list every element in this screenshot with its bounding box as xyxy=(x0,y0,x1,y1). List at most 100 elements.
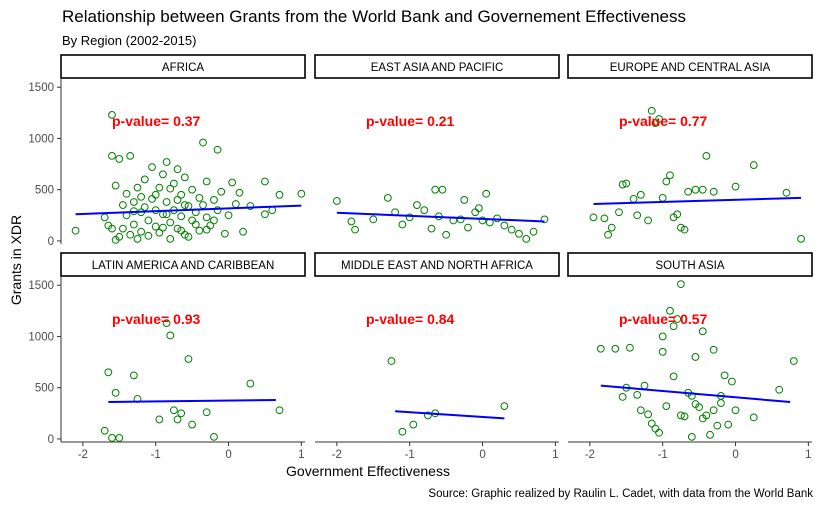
data-point xyxy=(169,179,178,188)
data-point xyxy=(405,213,414,222)
data-point xyxy=(464,223,472,232)
data-point xyxy=(387,357,396,365)
data-point xyxy=(636,190,645,199)
data-point xyxy=(180,173,189,182)
data-point xyxy=(413,201,421,209)
data-point xyxy=(680,225,689,234)
facet-strip-label: LATIN AMERICA AND CARIBBEAN xyxy=(92,260,275,272)
data-point xyxy=(133,183,142,192)
data-point xyxy=(148,163,156,172)
data-point xyxy=(297,189,306,198)
y-tick-label: 0 xyxy=(48,434,54,446)
data-point xyxy=(173,415,182,424)
data-point xyxy=(666,171,674,180)
data-point xyxy=(717,399,725,407)
data-point xyxy=(615,208,623,217)
data-point xyxy=(122,189,131,198)
data-point xyxy=(431,185,440,194)
data-point xyxy=(151,222,160,231)
data-point xyxy=(155,415,164,424)
data-point xyxy=(749,161,758,169)
data-point xyxy=(166,234,175,243)
data-point xyxy=(720,371,729,380)
data-point xyxy=(202,213,211,222)
regression-line xyxy=(108,398,276,404)
data-point xyxy=(629,195,638,203)
data-point xyxy=(210,196,218,204)
data-point xyxy=(261,210,269,219)
data-point xyxy=(199,138,207,147)
data-point xyxy=(261,177,269,186)
data-point xyxy=(119,224,127,233)
facet-strip xyxy=(567,54,813,79)
data-point xyxy=(129,220,138,229)
facet-strip xyxy=(60,54,306,79)
data-point xyxy=(782,188,791,197)
regression-line xyxy=(593,196,802,206)
data-point xyxy=(140,203,149,212)
facet-panel: EUROPE AND CENTRAL ASIA p-value= 0.77 xyxy=(567,54,813,243)
data-point xyxy=(515,229,523,238)
data-point xyxy=(709,345,718,354)
data-point xyxy=(702,411,711,420)
p-value-annotation: p-value= 0.21 xyxy=(366,113,455,129)
data-point xyxy=(332,197,341,205)
data-point xyxy=(108,224,116,233)
x-tick-label: -1 xyxy=(151,449,161,461)
data-point xyxy=(177,190,186,199)
data-point xyxy=(180,201,189,209)
data-point xyxy=(797,234,805,243)
data-point xyxy=(108,151,116,160)
data-point xyxy=(775,385,784,394)
data-point xyxy=(191,220,200,229)
data-point xyxy=(655,115,663,123)
data-point xyxy=(529,227,538,236)
data-point xyxy=(220,229,229,238)
data-point xyxy=(115,232,124,241)
y-tick-label: 1000 xyxy=(28,331,54,343)
facet-panel: SOUTH ASIA -2 -1 0 1 p-value= 0.57 xyxy=(567,252,813,461)
data-point xyxy=(155,228,164,237)
x-axis-label: Government Effectiveness xyxy=(286,463,450,479)
data-point xyxy=(202,408,211,417)
data-point xyxy=(713,421,722,430)
data-point xyxy=(611,344,620,353)
data-point xyxy=(268,206,277,215)
data-point xyxy=(188,420,197,429)
data-point xyxy=(640,381,649,390)
data-point xyxy=(522,234,531,243)
data-point xyxy=(246,379,255,388)
data-point xyxy=(666,306,674,315)
data-point xyxy=(727,377,736,386)
data-point xyxy=(126,230,135,239)
data-point xyxy=(691,185,700,194)
facet-strip-label: SOUTH ASIA xyxy=(655,260,724,272)
data-point xyxy=(695,403,704,412)
data-point xyxy=(709,406,718,415)
data-point xyxy=(658,193,667,202)
data-point xyxy=(162,158,171,166)
data-point xyxy=(210,432,218,441)
regression-line xyxy=(75,204,302,216)
data-point xyxy=(162,319,171,328)
data-point xyxy=(644,410,653,419)
data-point xyxy=(144,231,153,240)
data-point xyxy=(184,232,193,241)
facet-panel: AFRICA 0 500 1000 1500 p-value= 0.37 xyxy=(28,54,306,248)
data-point xyxy=(398,220,407,229)
x-tick-label: -1 xyxy=(658,449,668,461)
data-point xyxy=(478,216,487,225)
data-point xyxy=(789,357,798,365)
data-point xyxy=(275,406,284,415)
data-point xyxy=(133,234,142,243)
facet-strip xyxy=(567,252,813,277)
p-value-annotation: p-value= 0.93 xyxy=(112,311,201,327)
facet-strip-label: MIDDLE EAST AND NORTH AFRICA xyxy=(341,260,533,272)
data-point xyxy=(173,196,182,204)
data-point xyxy=(442,230,451,239)
data-point xyxy=(166,331,175,340)
data-point xyxy=(731,182,740,191)
data-point xyxy=(500,221,509,230)
facet-strip-label: EUROPE AND CENTRAL ASIA xyxy=(610,62,771,74)
